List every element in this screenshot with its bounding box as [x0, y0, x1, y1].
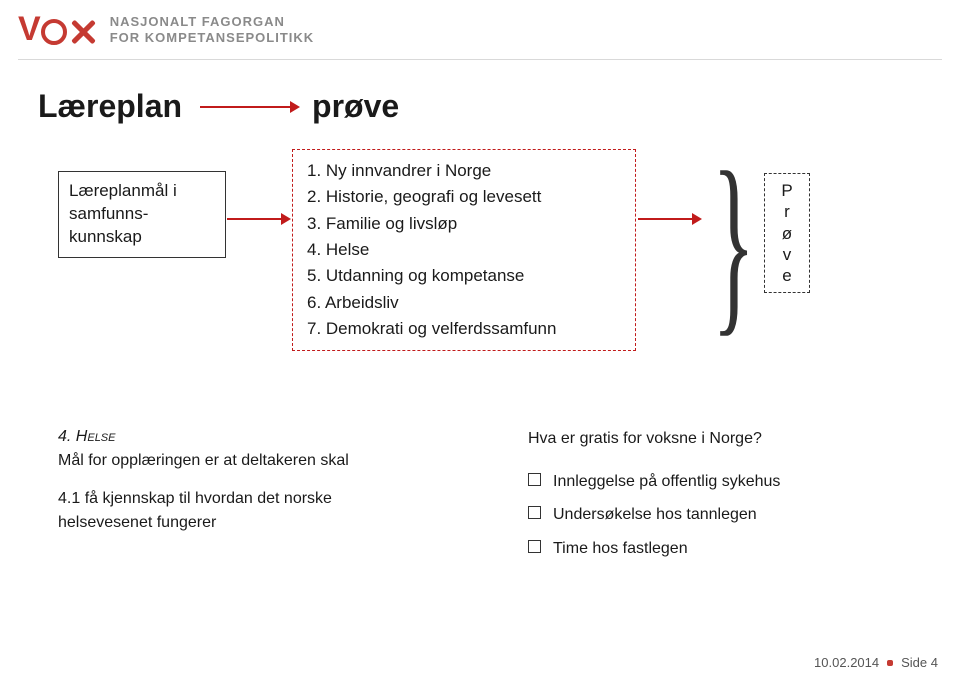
slide-footer: 10.02.2014 Side 4: [814, 655, 938, 670]
box-prove: P r ø v e: [764, 173, 810, 293]
topic-item: 3. Familie og livsløp: [307, 211, 621, 237]
diagram-area: Læreplanmål i samfunns-kunnskap 1. Ny in…: [58, 149, 960, 379]
topic-item: 6. Arbeidsliv: [307, 290, 621, 316]
topic-item: 2. Historie, geografi og levesett: [307, 184, 621, 210]
prove-char: ø: [769, 223, 805, 244]
logo-subtitle-line2: FOR KOMPETANSEPOLITIKK: [110, 30, 314, 46]
helse-heading: 4. Helse: [58, 425, 418, 449]
heading-number: 4.: [58, 428, 76, 445]
logo-subtitle: NASJONALT FAGORGAN FOR KOMPETANSEPOLITIK…: [110, 14, 314, 45]
option-label: Time hos fastlegen: [553, 535, 688, 562]
arrow-b-head-icon: [692, 213, 702, 225]
prove-char: P: [769, 180, 805, 201]
checkbox-icon[interactable]: [528, 540, 541, 553]
question-text: Hva er gratis for voksne i Norge?: [528, 425, 908, 452]
title-arrow-icon: [200, 101, 300, 113]
logo-letter-o: [41, 19, 67, 45]
helse-goal-intro: Mål for opplæringen er at deltakeren ska…: [58, 449, 418, 473]
heading-word: Helse: [76, 428, 116, 445]
arrow-b-line: [638, 218, 692, 220]
arrow-a-head-icon: [281, 213, 291, 225]
curly-brace-icon: }: [712, 143, 755, 343]
logo-letter-v: V: [18, 10, 40, 49]
helse-goal-detail: 4.1 få kjennskap til hvordan det norske …: [58, 487, 418, 535]
footer-page: Side 4: [901, 655, 938, 670]
slide-header: V NASJONALT FAGORGAN FOR KOMPETANSEPOLIT…: [0, 0, 960, 55]
box-topics: 1. Ny innvandrer i Norge 2. Historie, ge…: [292, 149, 636, 351]
logo-subtitle-line1: NASJONALT FAGORGAN: [110, 14, 314, 30]
topic-item: 5. Utdanning og kompetanse: [307, 263, 621, 289]
spacer: [528, 452, 908, 462]
box-laereplanmaal: Læreplanmål i samfunns-kunnskap: [58, 171, 226, 258]
title-right: prøve: [312, 88, 399, 125]
option-label: Innleggelse på offentlig sykehus: [553, 468, 780, 495]
option-label: Undersøkelse hos tannlegen: [553, 501, 757, 528]
prove-char: v: [769, 244, 805, 265]
arrow-head-icon: [290, 101, 300, 113]
header-divider: [18, 59, 942, 60]
option-row: Innleggelse på offentlig sykehus: [528, 468, 908, 495]
checkbox-icon[interactable]: [528, 506, 541, 519]
prove-char: e: [769, 265, 805, 286]
option-row: Undersøkelse hos tannlegen: [528, 501, 908, 528]
prove-char: r: [769, 201, 805, 222]
lower-left-column: 4. Helse Mål for opplæringen er at delta…: [58, 425, 418, 562]
title-left: Læreplan: [38, 88, 182, 125]
logo-letter-x: [70, 19, 96, 45]
topic-item: 1. Ny innvandrer i Norge: [307, 158, 621, 184]
vox-logo: V: [18, 10, 96, 49]
option-row: Time hos fastlegen: [528, 535, 908, 562]
topic-item: 4. Helse: [307, 237, 621, 263]
arrow-mid-to-right-icon: [638, 213, 702, 225]
footer-date: 10.02.2014: [814, 655, 879, 670]
slide-title-row: Læreplan prøve: [38, 88, 960, 125]
footer-dot-icon: [887, 660, 893, 666]
lower-content: 4. Helse Mål for opplæringen er at delta…: [58, 425, 920, 562]
arrow-a-line: [227, 218, 281, 220]
arrow-line: [200, 106, 290, 108]
topic-item: 7. Demokrati og velferdssamfunn: [307, 316, 621, 342]
arrow-left-to-mid-icon: [227, 213, 291, 225]
lower-right-column: Hva er gratis for voksne i Norge? Innleg…: [528, 425, 908, 562]
checkbox-icon[interactable]: [528, 473, 541, 486]
